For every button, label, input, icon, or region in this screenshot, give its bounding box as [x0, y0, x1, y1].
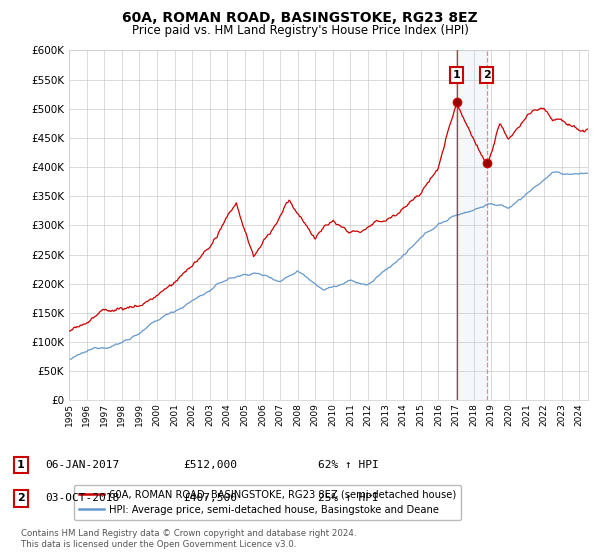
Legend: 60A, ROMAN ROAD, BASINGSTOKE, RG23 8EZ (semi-detached house), HPI: Average price: 60A, ROMAN ROAD, BASINGSTOKE, RG23 8EZ (… — [74, 484, 461, 520]
Text: £407,500: £407,500 — [183, 493, 237, 503]
Text: 25% ↑ HPI: 25% ↑ HPI — [318, 493, 379, 503]
Text: 1: 1 — [453, 70, 460, 80]
Text: 2: 2 — [17, 493, 25, 503]
Bar — [457, 50, 487, 400]
Text: 62% ↑ HPI: 62% ↑ HPI — [318, 460, 379, 470]
Text: 1: 1 — [17, 460, 25, 470]
Text: Price paid vs. HM Land Registry's House Price Index (HPI): Price paid vs. HM Land Registry's House … — [131, 24, 469, 36]
Text: 2: 2 — [483, 70, 491, 80]
Text: 60A, ROMAN ROAD, BASINGSTOKE, RG23 8EZ: 60A, ROMAN ROAD, BASINGSTOKE, RG23 8EZ — [122, 11, 478, 25]
Text: 06-JAN-2017: 06-JAN-2017 — [45, 460, 119, 470]
Text: £512,000: £512,000 — [183, 460, 237, 470]
Text: Contains HM Land Registry data © Crown copyright and database right 2024.
This d: Contains HM Land Registry data © Crown c… — [21, 529, 356, 549]
Text: 03-OCT-2018: 03-OCT-2018 — [45, 493, 119, 503]
